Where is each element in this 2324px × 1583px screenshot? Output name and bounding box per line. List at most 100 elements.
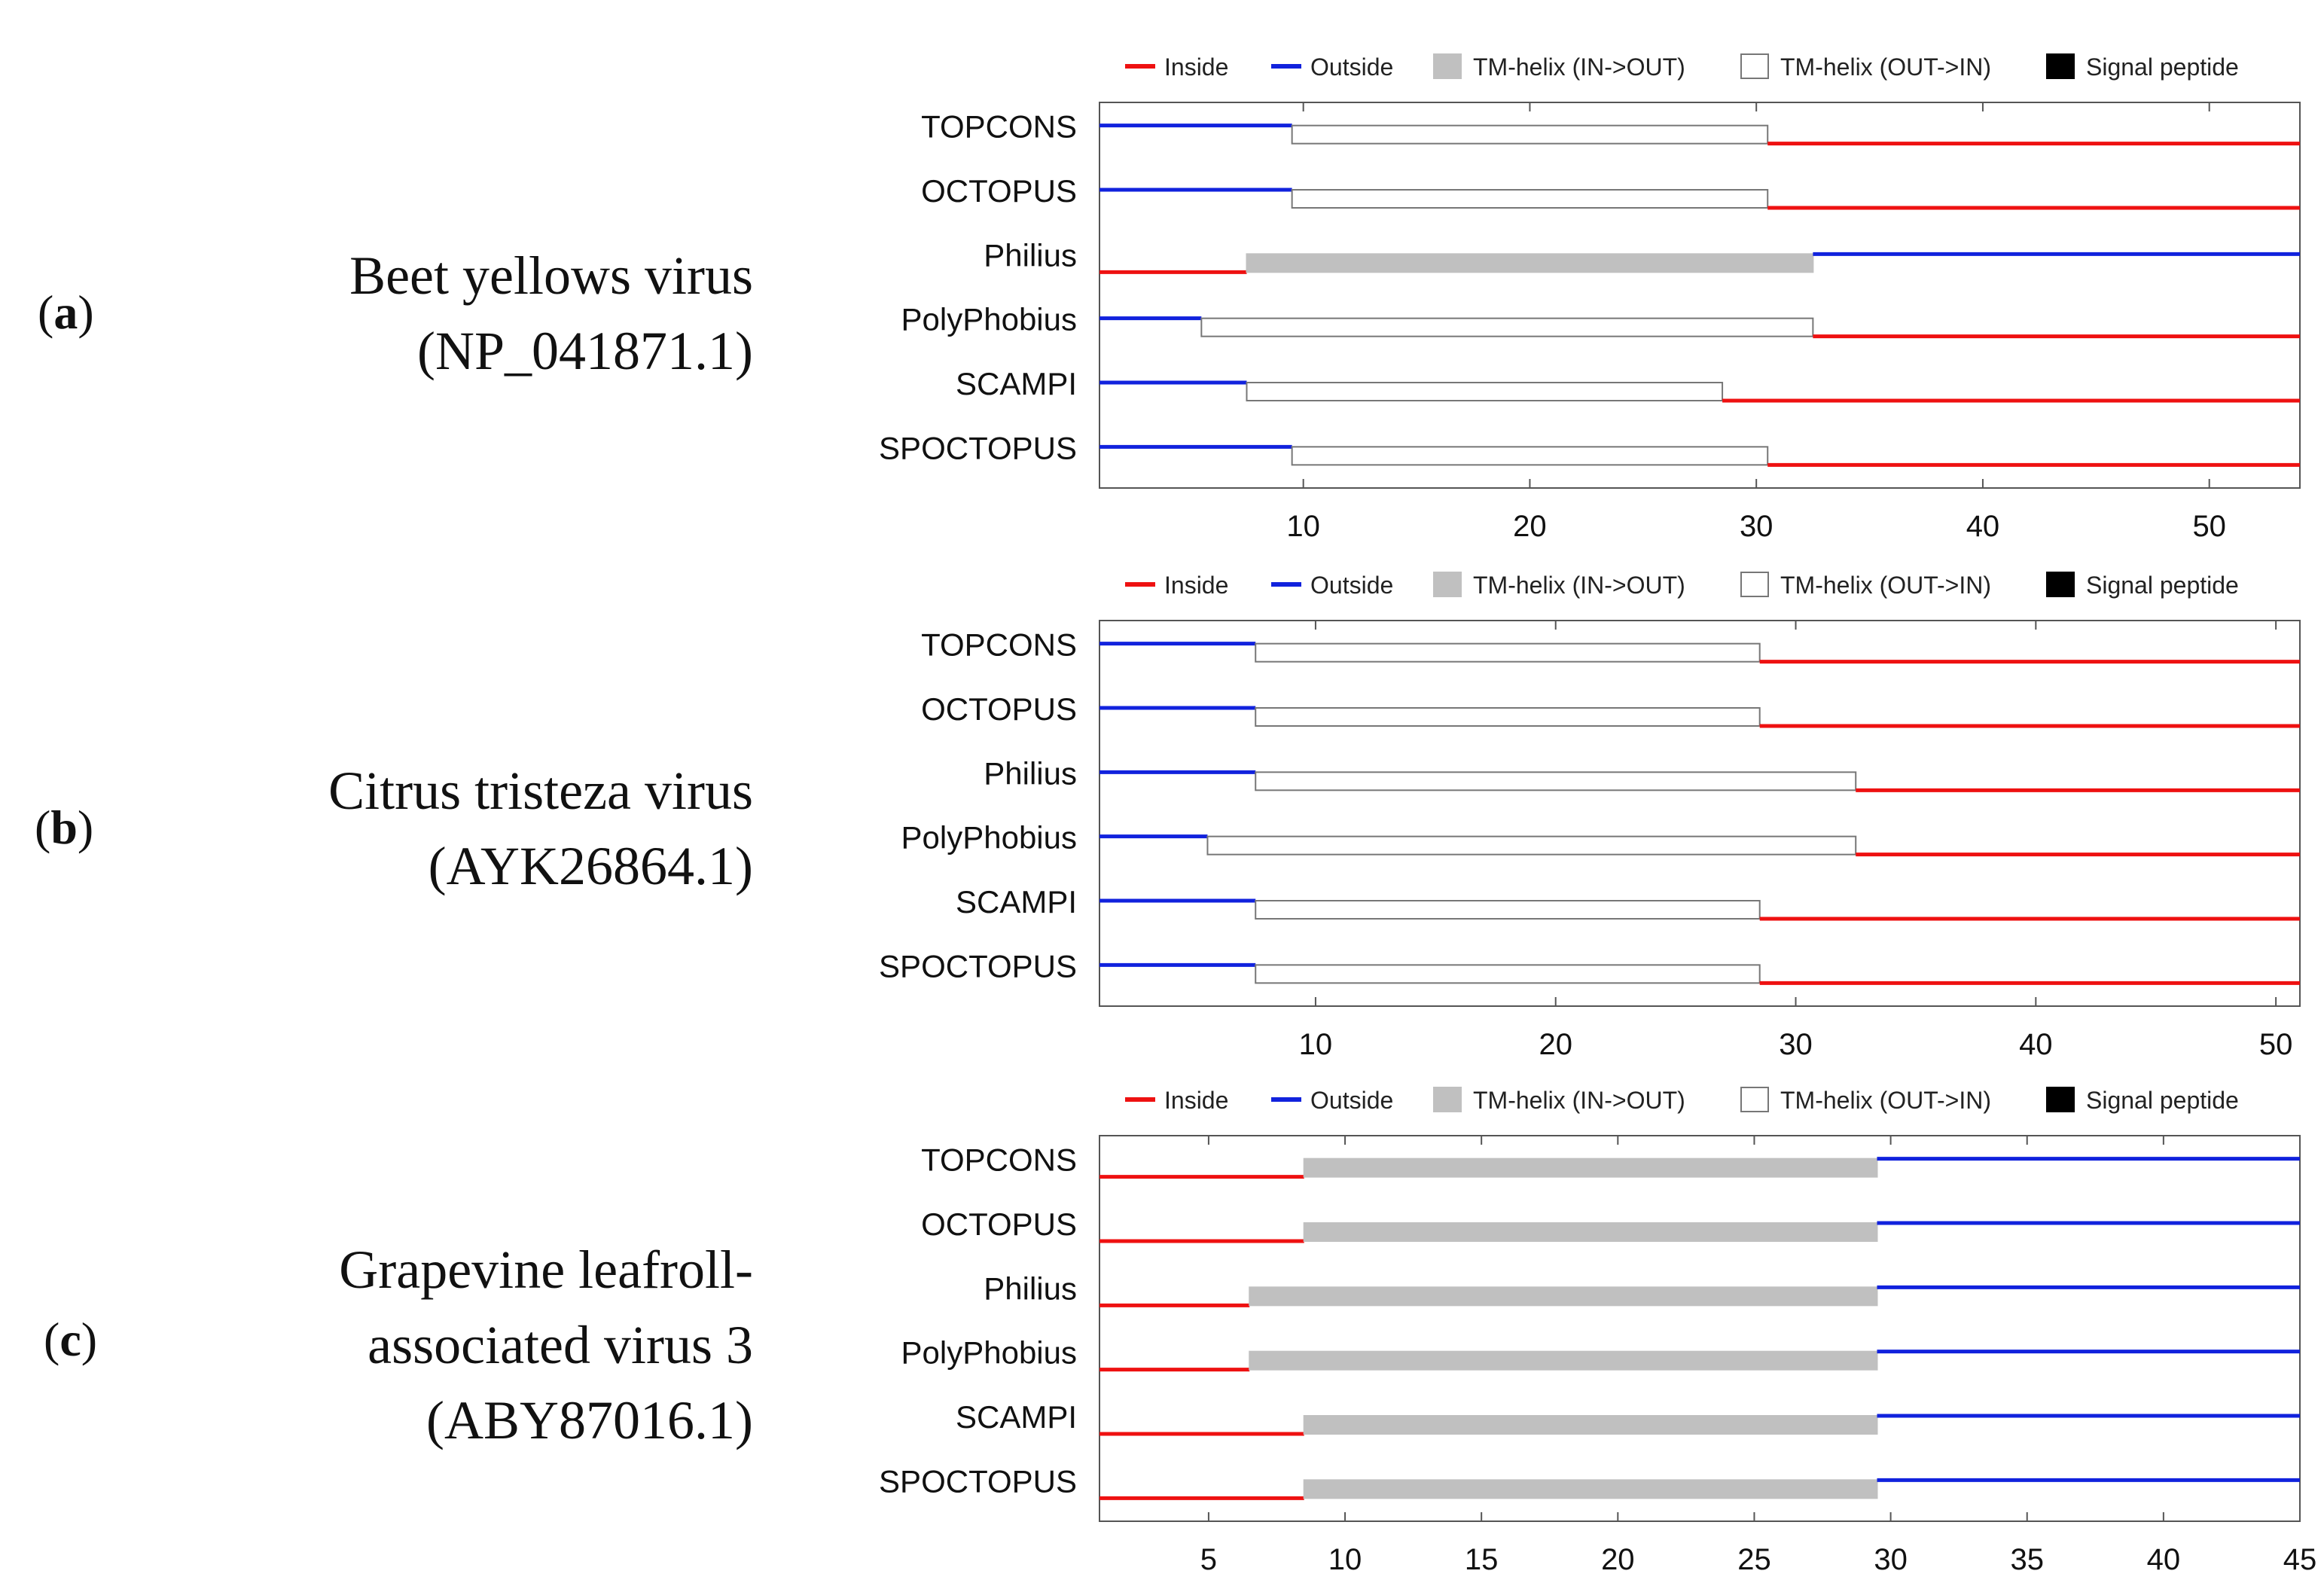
panel-c-letter-close: ) xyxy=(81,1313,98,1366)
panel-a-xtick-label-1: 20 xyxy=(1513,510,1547,543)
panel-c-xtick-label-4: 25 xyxy=(1737,1543,1771,1576)
panel-b-legend-2-label: TM-helix (IN->OUT) xyxy=(1473,572,1685,599)
panel-a-track-1-segment-1 xyxy=(1291,189,1769,209)
panel-c-xtick-label-0: 5 xyxy=(1200,1543,1217,1576)
panel-b-letter-char: b xyxy=(50,801,78,854)
panel-c-letter: (c) xyxy=(44,1312,97,1368)
panel-b-method-label-1: OCTOPUS xyxy=(921,691,1077,727)
panel-b-plot-frame xyxy=(1099,620,2301,1007)
panel-a-method-label-0: TOPCONS xyxy=(921,109,1077,145)
panel-b-chart: Inside Outside TM-helix (IN->OUT) TM-helix … xyxy=(879,572,2301,1061)
panel-c-letter-open: ( xyxy=(44,1313,60,1366)
panel-c-track-5-segment-1 xyxy=(1303,1479,1878,1499)
panel-a-legend-2-label: TM-helix (IN->OUT) xyxy=(1473,53,1685,81)
panel-c-legend-4-label: Signal peptide xyxy=(2086,1087,2239,1114)
panel-b-method-label-2: Philius xyxy=(984,755,1077,791)
panel-a-letter-char: a xyxy=(53,285,78,339)
panel-b-xtick-label-4: 50 xyxy=(2259,1028,2293,1061)
panel-a-xtick-label-3: 40 xyxy=(1966,510,2000,543)
panel-b-track-0-segment-1 xyxy=(1255,642,1761,663)
panel-a-legend-0-label: Inside xyxy=(1164,53,1228,81)
panel-c-legend-1-label: Outside xyxy=(1310,1087,1393,1114)
panel-c-letter-char: c xyxy=(59,1313,81,1366)
panel-b-track-2-segment-1 xyxy=(1255,771,1857,792)
panel-a-legend-4-label: Signal peptide xyxy=(2086,53,2239,81)
panel-a-title-line-2: (NP_041871.1) xyxy=(417,321,753,381)
panel-b-legend-4-swatch xyxy=(2046,572,2075,597)
panel-b-track-3-segment-1 xyxy=(1206,835,1857,856)
panel-b-track-4-segment-1 xyxy=(1255,900,1761,920)
panel-c-xtick-label-7: 40 xyxy=(2147,1543,2181,1576)
panel-b-letter: (b) xyxy=(35,800,93,856)
panel-b-legend-2-swatch xyxy=(1433,572,1462,597)
panel-b-legend-4-label: Signal peptide xyxy=(2086,572,2239,599)
panel-b-xtick-label-0: 10 xyxy=(1299,1028,1333,1061)
panel-c-xtick-label-8: 45 xyxy=(2283,1543,2317,1576)
panel-b-method-label-5: SPOCTOPUS xyxy=(879,948,1077,984)
panel-a-letter-close: ) xyxy=(78,285,94,339)
panel-c-title-line-3: (ABY87016.1) xyxy=(426,1390,753,1450)
panel-a-legend-3-swatch xyxy=(1740,53,1769,79)
panel-a-plot-frame xyxy=(1099,102,2301,489)
panel-a-title: Beet yellows virus (NP_041871.1) xyxy=(349,238,753,389)
panel-b-title-line-2: (AYK26864.1) xyxy=(428,836,753,896)
panel-a-track-0-segment-1 xyxy=(1291,124,1769,145)
panel-b-track-5-segment-1 xyxy=(1255,964,1761,984)
panel-b-track-1-segment-1 xyxy=(1255,707,1761,727)
panel-a-letter-open: ( xyxy=(38,285,54,339)
panel-c-title-line-2: associated virus 3 xyxy=(368,1315,753,1375)
panel-a-title-line-1: Beet yellows virus xyxy=(349,246,753,306)
panel-c-method-label-4: SCAMPI xyxy=(956,1399,1077,1435)
panel-a-method-label-2: Philius xyxy=(984,237,1077,273)
panel-c-track-4-segment-1 xyxy=(1303,1415,1878,1435)
panel-c-title: Grapevine leafroll- associated virus 3 (… xyxy=(339,1232,753,1458)
panel-a-method-label-5: SPOCTOPUS xyxy=(879,430,1077,465)
panel-c-method-label-3: PolyPhobius xyxy=(901,1335,1077,1371)
panel-b-xtick-label-2: 30 xyxy=(1779,1028,1813,1061)
panel-a-method-label-3: PolyPhobius xyxy=(901,302,1077,337)
panel-b-letter-close: ) xyxy=(77,801,94,854)
panel-a-track-3-segment-1 xyxy=(1200,317,1814,337)
panel-c-plot-frame xyxy=(1099,1135,2301,1522)
panel-c-track-0-segment-1 xyxy=(1303,1158,1878,1178)
panel-a-letter: (a) xyxy=(38,285,94,340)
panel-a-legend-4-swatch xyxy=(2046,53,2075,79)
panel-c-method-label-0: TOPCONS xyxy=(921,1142,1077,1178)
panel-c-track-3-segment-1 xyxy=(1249,1350,1878,1371)
panel-c-method-label-5: SPOCTOPUS xyxy=(879,1463,1077,1499)
panel-c-track-2-segment-1 xyxy=(1249,1286,1878,1307)
panel-a-legend-1-label: Outside xyxy=(1310,53,1393,81)
panel-b-letter-open: ( xyxy=(35,801,51,854)
panel-b-legend-0-label: Inside xyxy=(1164,572,1228,599)
panel-a-xtick-label-2: 30 xyxy=(1740,510,1773,543)
panel-a-track-2-segment-1 xyxy=(1246,253,1814,273)
panel-a-track-5-segment-1 xyxy=(1291,446,1769,466)
panel-a-method-label-4: SCAMPI xyxy=(956,366,1077,401)
panel-c-xtick-label-3: 20 xyxy=(1601,1543,1635,1576)
panel-c-legend-2-swatch xyxy=(1433,1087,1462,1112)
panel-c-title-line-1: Grapevine leafroll- xyxy=(339,1240,753,1300)
panel-b-legend-3-swatch xyxy=(1740,572,1769,597)
panel-b-method-label-3: PolyPhobius xyxy=(901,820,1077,856)
panel-c-xtick-label-6: 35 xyxy=(2010,1543,2044,1576)
panel-b-xtick-label-3: 40 xyxy=(2019,1028,2053,1061)
panel-a-chart: Inside Outside TM-helix (IN->OUT) TM-helix … xyxy=(879,53,2301,543)
panel-a-xtick-label-0: 10 xyxy=(1286,510,1320,543)
panel-c-legend-4-swatch xyxy=(2046,1087,2075,1112)
panel-a-track-4-segment-1 xyxy=(1246,382,1724,401)
panel-b-title: Citrus tristeza virus (AYK26864.1) xyxy=(328,753,753,904)
panel-c-xtick-label-1: 10 xyxy=(1328,1543,1362,1576)
panel-c-legend-0-label: Inside xyxy=(1164,1087,1228,1114)
panel-b-title-line-1: Citrus tristeza virus xyxy=(328,761,753,821)
panel-c-legend-3-swatch xyxy=(1740,1087,1769,1112)
panel-c-xtick-label-5: 30 xyxy=(1874,1543,1908,1576)
panel-c-xtick-label-2: 15 xyxy=(1465,1543,1499,1576)
panel-c-legend-2-label: TM-helix (IN->OUT) xyxy=(1473,1087,1685,1114)
panel-b-method-label-0: TOPCONS xyxy=(921,627,1077,663)
panel-c-method-label-1: OCTOPUS xyxy=(921,1206,1077,1242)
panel-a-legend-3-label: TM-helix (OUT->IN) xyxy=(1780,53,1991,81)
panel-c-chart: Inside Outside TM-helix (IN->OUT) TM-helix … xyxy=(879,1087,2316,1576)
panel-c-track-1-segment-1 xyxy=(1303,1222,1878,1242)
